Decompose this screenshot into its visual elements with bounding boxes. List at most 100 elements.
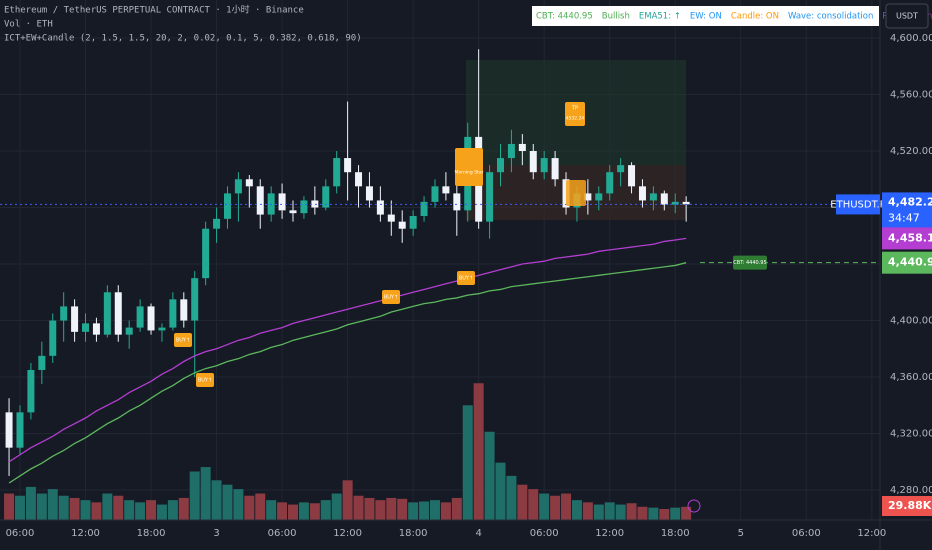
volume-bar: [233, 489, 244, 520]
pattern-label: Morning Star: [455, 170, 484, 176]
candle-body: [82, 323, 90, 332]
buy-signal: BUY↑: [176, 338, 190, 344]
volume-bar: [298, 502, 309, 520]
y-tick-label: 4,560.00: [890, 90, 932, 101]
signal-box: [566, 180, 586, 206]
candle-body: [649, 193, 657, 201]
candle-body: [595, 193, 603, 201]
x-tick-label: 06:00: [6, 528, 35, 539]
volume-bar: [681, 506, 692, 520]
y-tick-label: 4,600.00: [890, 33, 932, 44]
volume-bar: [473, 383, 484, 520]
volume-bar: [659, 508, 670, 520]
volume-bar: [429, 500, 440, 520]
candle-body: [136, 306, 144, 328]
candle-body: [147, 306, 155, 331]
candle-body: [628, 165, 636, 187]
volume-bar: [331, 493, 342, 520]
volume-bar: [484, 431, 495, 520]
candle-body: [49, 320, 57, 356]
candle-body: [27, 369, 35, 413]
candle-body: [158, 327, 166, 331]
indicator-title: ICT+EW+Candle (2, 1.5, 1.5, 20, 2, 0.02,…: [4, 34, 362, 44]
currency[interactable]: USDT: [896, 12, 918, 21]
volume-bar: [495, 462, 506, 520]
x-tick-label: 12:00: [333, 528, 362, 539]
candle-body: [507, 143, 515, 159]
volume-bar: [320, 500, 331, 520]
volume-bar: [146, 500, 157, 520]
line-label-box: [882, 251, 932, 274]
candle-body: [584, 193, 592, 201]
volume-bar: [211, 480, 222, 520]
candle-body: [344, 158, 352, 173]
x-tick-label: 4: [475, 528, 481, 539]
volume-bar: [637, 506, 648, 520]
info-item: CBT: 4440.95: [536, 12, 593, 22]
candle-body: [71, 306, 79, 332]
info-box: [532, 6, 879, 26]
volume-pane: [4, 383, 692, 520]
cbt-tag-box: [733, 255, 767, 270]
candle-body: [453, 193, 461, 211]
candle-body: [442, 186, 450, 194]
price-pane: CBT: 4440.95 BUY↑ BUY↑ BUY↑ BUY↑ Morning Star…: [0, 49, 880, 484]
volume-bar: [462, 405, 473, 520]
volume-bar: [36, 493, 47, 520]
volume-bar: [4, 493, 15, 520]
candle-body: [60, 306, 68, 321]
candle-body: [245, 179, 253, 187]
x-tick-label: 5: [738, 528, 744, 539]
currency-button[interactable]: [885, 3, 929, 29]
symbol-title: Ethereum / TetherUS PERPETUAL CONTRACT ·…: [4, 4, 304, 16]
symbol-tag-box: [836, 194, 880, 215]
info-item: EMA51: ↑: [639, 12, 681, 22]
x-tick-label: 12:00: [71, 528, 100, 539]
candle-body: [617, 165, 625, 173]
y-tick-label: 4,320.00: [890, 429, 932, 440]
candle-body: [518, 143, 526, 152]
volume-bar: [58, 495, 69, 520]
candle-body: [431, 186, 439, 202]
info-item: Candle: ON: [731, 12, 779, 22]
candle-body: [660, 193, 668, 205]
candle-body: [365, 186, 373, 201]
volume-bar: [648, 507, 659, 520]
candle-body: [234, 179, 242, 194]
volume-bar: [353, 495, 364, 520]
volume-title: Vol · ETH: [4, 20, 53, 30]
buy-signal-box: [382, 290, 400, 304]
x-tick-label: 06:00: [530, 528, 559, 539]
x-tick-label: 06:00: [792, 528, 821, 539]
tp-label: TP: [571, 106, 578, 112]
candle-body: [420, 201, 428, 216]
candle-body: [223, 193, 231, 219]
line-label: 4,458.13: [888, 231, 932, 244]
candle-body: [551, 158, 559, 180]
volume-bar: [440, 502, 451, 520]
indicator-line: [8, 262, 687, 484]
candle-body: [213, 218, 221, 229]
buy-signal: BUY↑: [384, 295, 398, 301]
candle-body: [125, 327, 133, 335]
candle-body: [114, 292, 122, 335]
buy-signal: BUY↑: [198, 378, 212, 384]
x-tick-label: 18:00: [399, 528, 428, 539]
symbol-tag: ETHUSDT.P: [830, 199, 885, 210]
volume-bar: [244, 495, 255, 520]
x-tick-label: 12:00: [857, 528, 886, 539]
indicator-line: [8, 237, 687, 463]
volume-bar: [550, 495, 561, 520]
volume-bar: [615, 504, 626, 520]
line-label: 4,440.95: [888, 256, 932, 269]
last-price-box: [882, 192, 932, 231]
candle-body: [322, 186, 330, 208]
candle-body: [300, 200, 308, 214]
volume-bar: [156, 504, 167, 520]
volume-bar: [255, 493, 266, 520]
candle-body: [682, 201, 690, 205]
candle-body: [540, 158, 548, 173]
alert-icon[interactable]: [687, 499, 701, 513]
volume-bar: [200, 467, 211, 520]
